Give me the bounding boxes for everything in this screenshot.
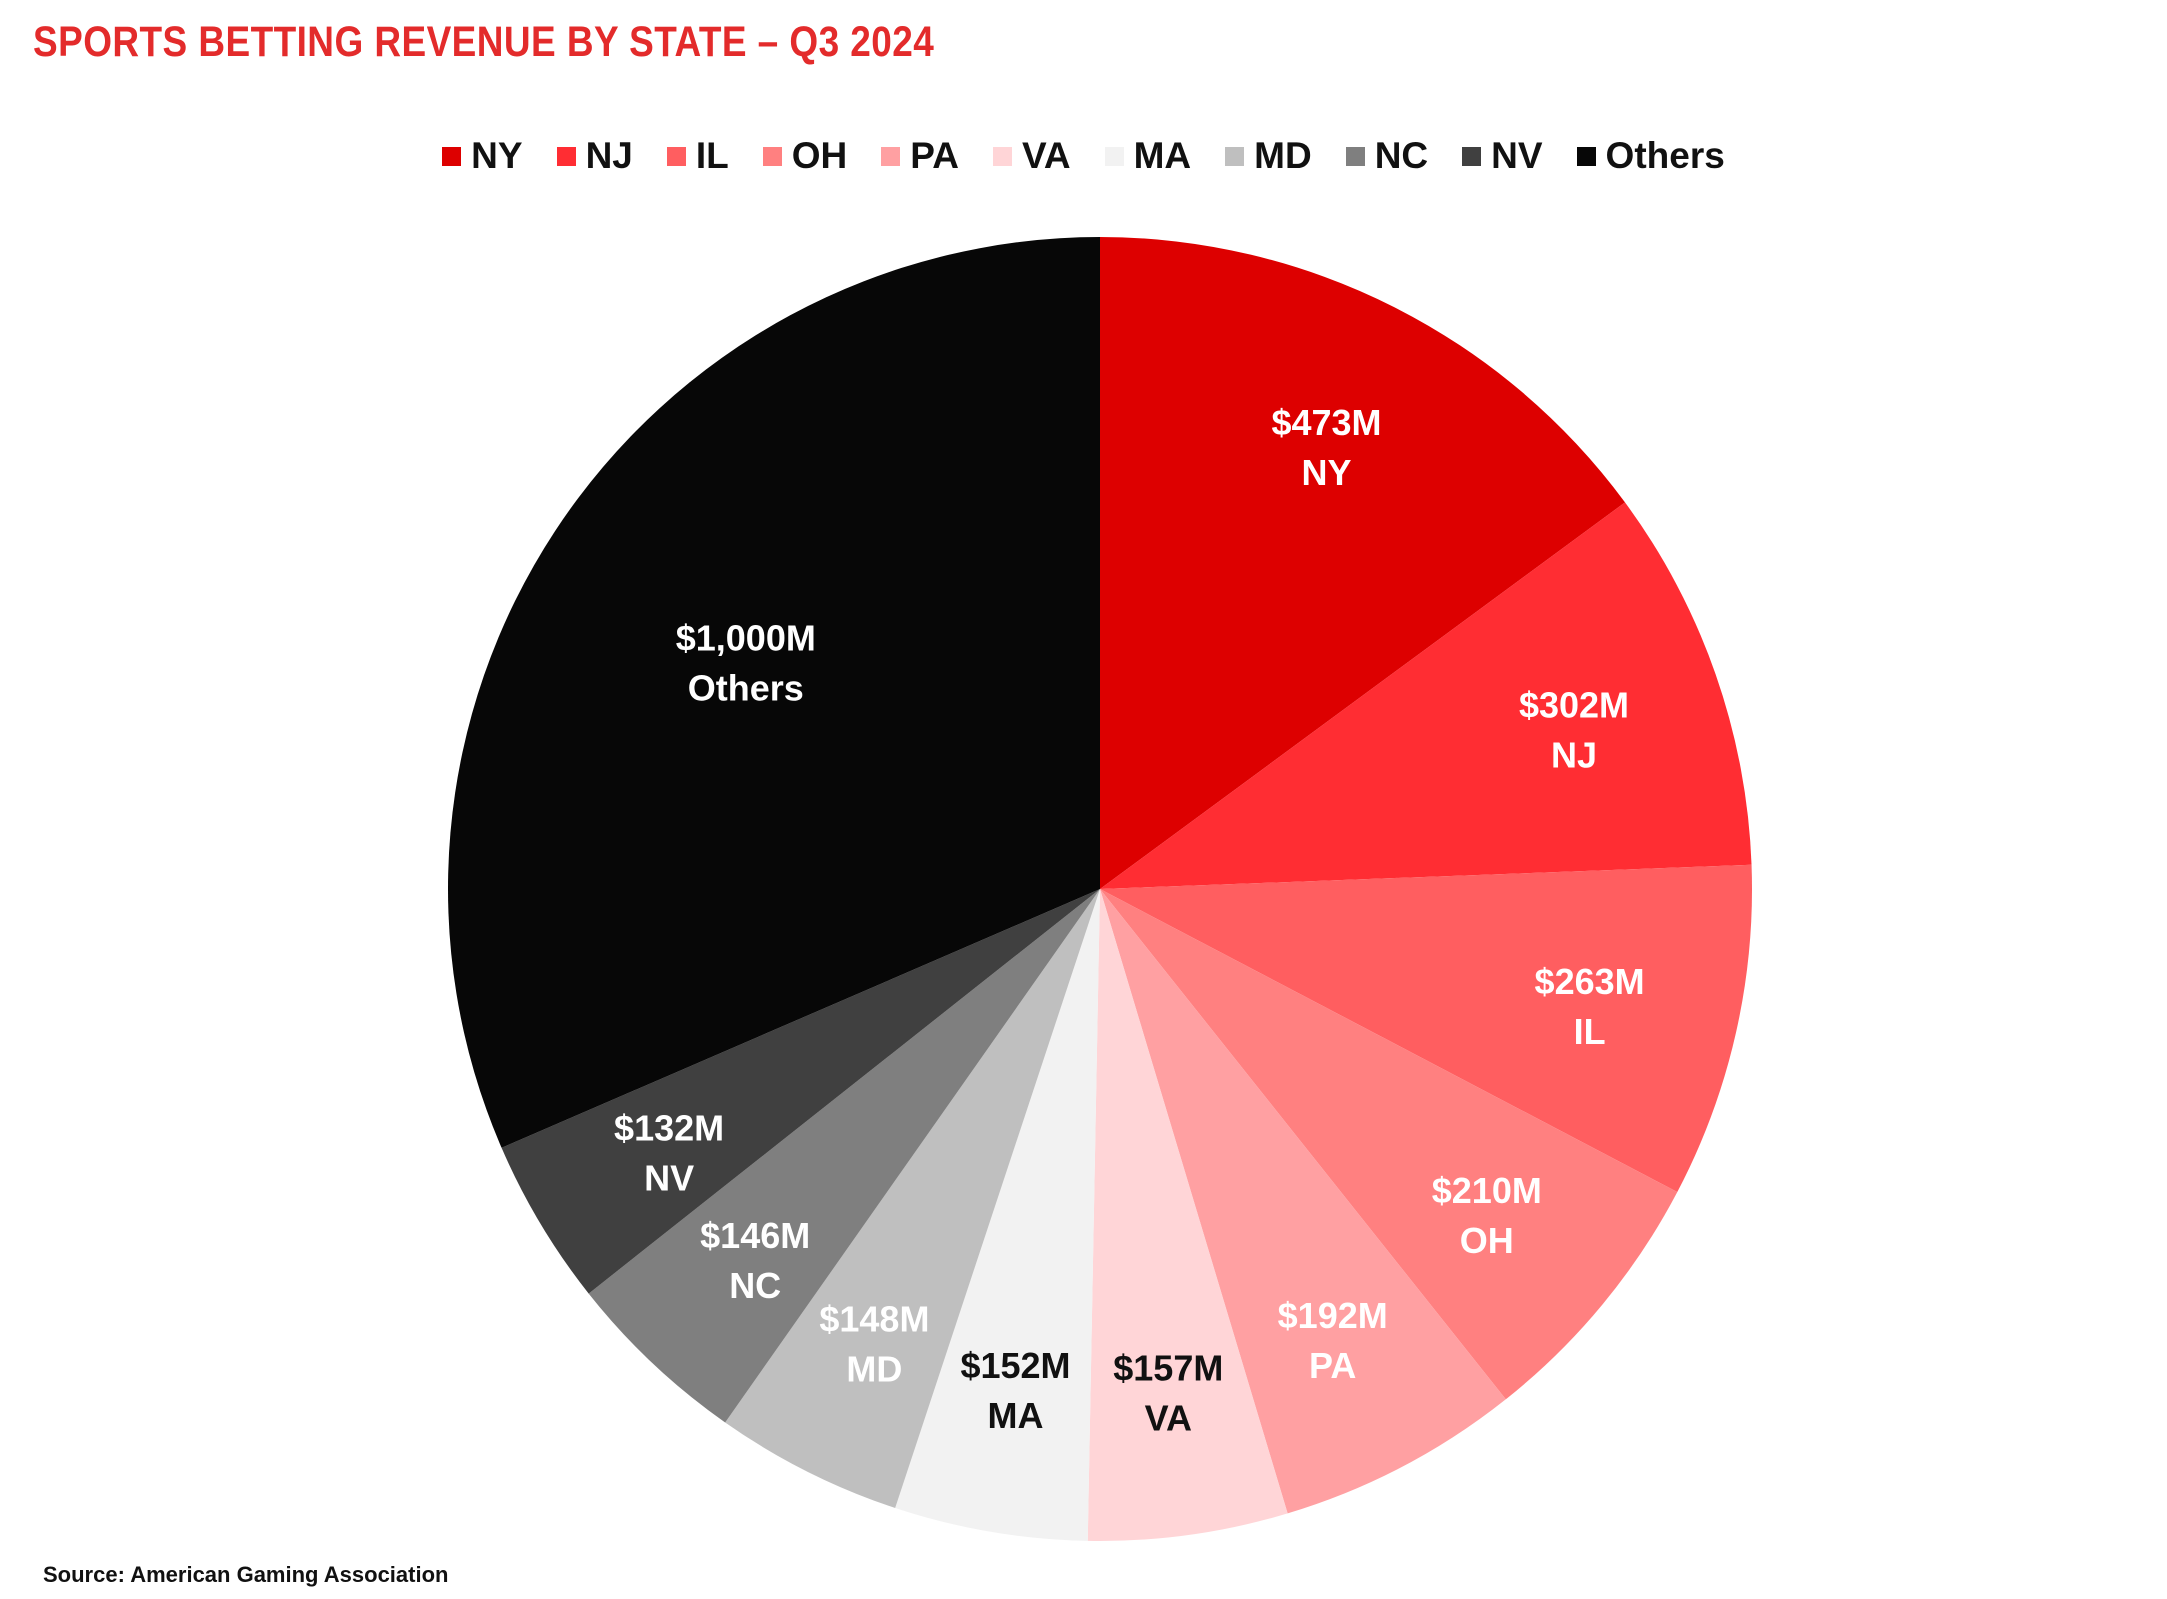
legend-label: MD xyxy=(1254,135,1312,176)
pie-labels: $473M NY $302M NJ $263M IL $210M OH $192M PA $157M… xyxy=(614,402,1645,1439)
slice-category-label: VA xyxy=(1145,1397,1192,1438)
legend-label: Others xyxy=(1605,135,1725,176)
legend-item-nj: NJ xyxy=(556,135,633,177)
legend-swatch xyxy=(881,146,901,166)
slice-category-label: MA xyxy=(988,1395,1044,1436)
legend-label: NY xyxy=(471,135,523,176)
slice-category-label: MD xyxy=(846,1349,902,1390)
pie-slice-va xyxy=(1087,889,1288,1541)
legend-swatch xyxy=(992,146,1012,166)
slice-value-label: $146M xyxy=(700,1215,810,1256)
slice-value-label: $263M xyxy=(1535,961,1645,1002)
slice-value-label: $302M xyxy=(1519,685,1629,726)
legend-swatch xyxy=(556,146,576,166)
legend-swatch xyxy=(1576,146,1596,166)
legend-item-md: MD xyxy=(1225,135,1312,177)
legend-label: PA xyxy=(910,135,959,176)
legend-swatch xyxy=(1462,146,1482,166)
source-note: Source: American Gaming Association xyxy=(43,1562,449,1587)
slice-category-label: PA xyxy=(1309,1345,1356,1386)
slice-value-label: $132M xyxy=(614,1108,724,1149)
pie-slice-ma xyxy=(895,889,1100,1541)
slice-category-label: NV xyxy=(644,1158,694,1199)
slice-category-label: Others xyxy=(688,667,804,708)
legend-swatch xyxy=(762,146,782,166)
slice-category-label: NC xyxy=(729,1265,781,1306)
legend-label: NJ xyxy=(585,135,633,176)
pie-slice-md xyxy=(725,889,1100,1508)
slice-category-label: NJ xyxy=(1551,735,1597,776)
slice-category-label: NY xyxy=(1301,452,1351,493)
legend-swatch xyxy=(1345,146,1365,166)
legend-item-pa: PA xyxy=(881,135,959,177)
legend-item-nv: NV xyxy=(1462,135,1543,177)
pie-slices xyxy=(448,237,1752,1541)
pie-slice-il xyxy=(1100,864,1752,1193)
legend-label: OH xyxy=(791,135,848,176)
legend-swatch xyxy=(1225,146,1245,166)
slice-value-label: $210M xyxy=(1432,1170,1542,1211)
slice-value-label: $192M xyxy=(1278,1295,1388,1336)
legend-label: IL xyxy=(695,135,729,176)
pie-slice-nv xyxy=(501,889,1100,1294)
slice-value-label: $148M xyxy=(819,1299,929,1340)
pie-slice-nc xyxy=(588,889,1100,1423)
legend-item-nc: NC xyxy=(1345,135,1429,177)
slice-value-label: $157M xyxy=(1113,1347,1223,1388)
legend-item-va: VA xyxy=(992,135,1071,177)
legend-swatch xyxy=(1104,146,1124,166)
legend-item-oh: OH xyxy=(762,135,848,177)
pie-slice-pa xyxy=(1100,889,1506,1514)
legend-swatch xyxy=(666,146,686,166)
legend-swatch xyxy=(442,146,462,166)
legend-label: NV xyxy=(1491,135,1543,176)
chart-title: SPORTS BETTING REVENUE BY STATE – Q3 202… xyxy=(33,18,935,66)
pie-slice-ny xyxy=(1100,237,1625,889)
chart-legend: NY NJ IL OH PA VA MA MD NC NV Others xyxy=(0,128,2167,184)
legend-label: NC xyxy=(1374,135,1429,176)
slice-category-label: OH xyxy=(1460,1220,1514,1261)
legend-label: VA xyxy=(1021,135,1071,176)
slice-category-label: IL xyxy=(1574,1011,1606,1052)
slice-value-label: $152M xyxy=(960,1345,1070,1386)
legend-item-ny: NY xyxy=(442,135,523,177)
pie-slice-nj xyxy=(1100,502,1752,889)
pie-slice-others xyxy=(448,237,1100,1148)
legend-label: MA xyxy=(1133,135,1192,176)
pie-slice-oh xyxy=(1100,889,1678,1400)
slice-value-label: $1,000M xyxy=(676,617,816,658)
legend-item-others: Others xyxy=(1576,135,1725,177)
slice-value-label: $473M xyxy=(1271,402,1381,443)
legend-item-il: IL xyxy=(666,135,729,177)
legend-item-ma: MA xyxy=(1104,135,1192,177)
